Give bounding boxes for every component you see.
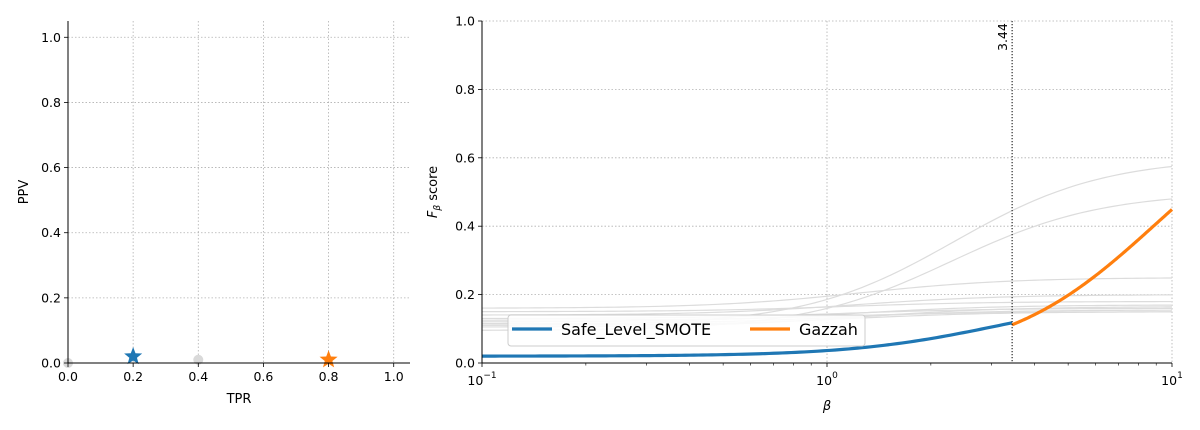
left-y-tick-label: 0.4 — [41, 225, 61, 240]
left-y-axis-label: PPV — [17, 180, 32, 205]
right-x-tick-exp: −1 — [483, 371, 496, 381]
right-y-tick-label: 0.4 — [455, 219, 475, 234]
left-background-points — [63, 354, 204, 368]
right-x-tick-exp: 0 — [832, 371, 838, 381]
left-grid — [67, 21, 410, 364]
left-background-point — [193, 354, 204, 365]
legend-label: Gazzah — [799, 320, 858, 339]
right-y-tick-label: 0.0 — [455, 356, 475, 371]
right-y-tick-label: 1.0 — [455, 14, 475, 29]
left-star-point — [124, 346, 143, 365]
right-x-axis-label: β — [822, 399, 831, 414]
right-y-axis-label: Fβ score — [426, 166, 443, 218]
tpr-ppv-scatter-panel: 0.0 0.2 0.4 0.6 0.8 1.0 0.0 0.2 0.4 0.6 0.8 1.0 TP… — [17, 21, 410, 407]
left-axes — [67, 21, 410, 364]
left-x-tick-label: 0.2 — [123, 369, 143, 384]
left-x-tick-label: 1.0 — [384, 369, 404, 384]
right-x-tick-exp: 1 — [1177, 371, 1183, 381]
left-x-tick-label: 0.0 — [58, 369, 78, 384]
left-x-axis-label: TPR — [226, 392, 252, 407]
right-y-label-main: F — [426, 210, 441, 218]
left-y-tick-label: 1.0 — [41, 30, 61, 45]
right-x-ticks: 10−1 100 101 — [467, 363, 1183, 388]
right-y-label-rest: score — [426, 166, 441, 205]
left-x-tick-label: 0.4 — [188, 369, 208, 384]
right-y-ticks: 0.0 0.2 0.4 0.6 0.8 1.0 — [455, 14, 482, 371]
left-y-tick-label: 0.0 — [41, 356, 61, 371]
right-y-tick-label: 0.2 — [455, 287, 475, 302]
legend-label: Safe_Level_SMOTE — [561, 320, 711, 340]
crossover-marker: 3.44 — [995, 21, 1013, 363]
legend: Safe_Level_SMOTE Gazzah — [507, 314, 866, 347]
right-y-tick-label: 0.6 — [455, 150, 475, 165]
right-x-tick-base: 10 — [816, 373, 832, 388]
series-line — [1011, 208, 1174, 327]
right-x-tick-label: 10−1 — [467, 371, 496, 388]
right-x-tick-base: 10 — [1161, 373, 1177, 388]
left-highlight-points — [124, 346, 338, 368]
left-star-point — [319, 350, 338, 368]
right-x-tick-label: 101 — [1161, 371, 1183, 388]
right-background-curve — [481, 277, 1173, 309]
right-y-label-sub: β — [433, 205, 443, 212]
left-y-tick-label: 0.8 — [41, 95, 61, 110]
left-x-tick-label: 0.6 — [253, 369, 273, 384]
legend-box — [507, 314, 866, 347]
left-x-tick-label: 0.8 — [319, 369, 339, 384]
fbeta-curve-panel: 3.44 10−1 100 101 0.00.20.40.60.81.0 β Fβ … — [426, 14, 1183, 415]
left-y-ticks: 0.0 0.2 0.4 0.6 0.8 1.0 — [41, 30, 68, 371]
right-x-tick-label: 100 — [816, 371, 838, 388]
left-y-tick-label: 0.2 — [41, 290, 61, 305]
crossover-label: 3.44 — [995, 23, 1010, 51]
right-x-tick-base: 10 — [467, 373, 483, 388]
left-y-tick-label: 0.6 — [41, 160, 61, 175]
right-y-tick-label: 0.8 — [455, 82, 475, 97]
right-series-lines — [481, 208, 1174, 358]
series-line — [481, 321, 1013, 358]
left-x-ticks: 0.0 0.2 0.4 0.6 0.8 1.0 — [58, 363, 404, 384]
